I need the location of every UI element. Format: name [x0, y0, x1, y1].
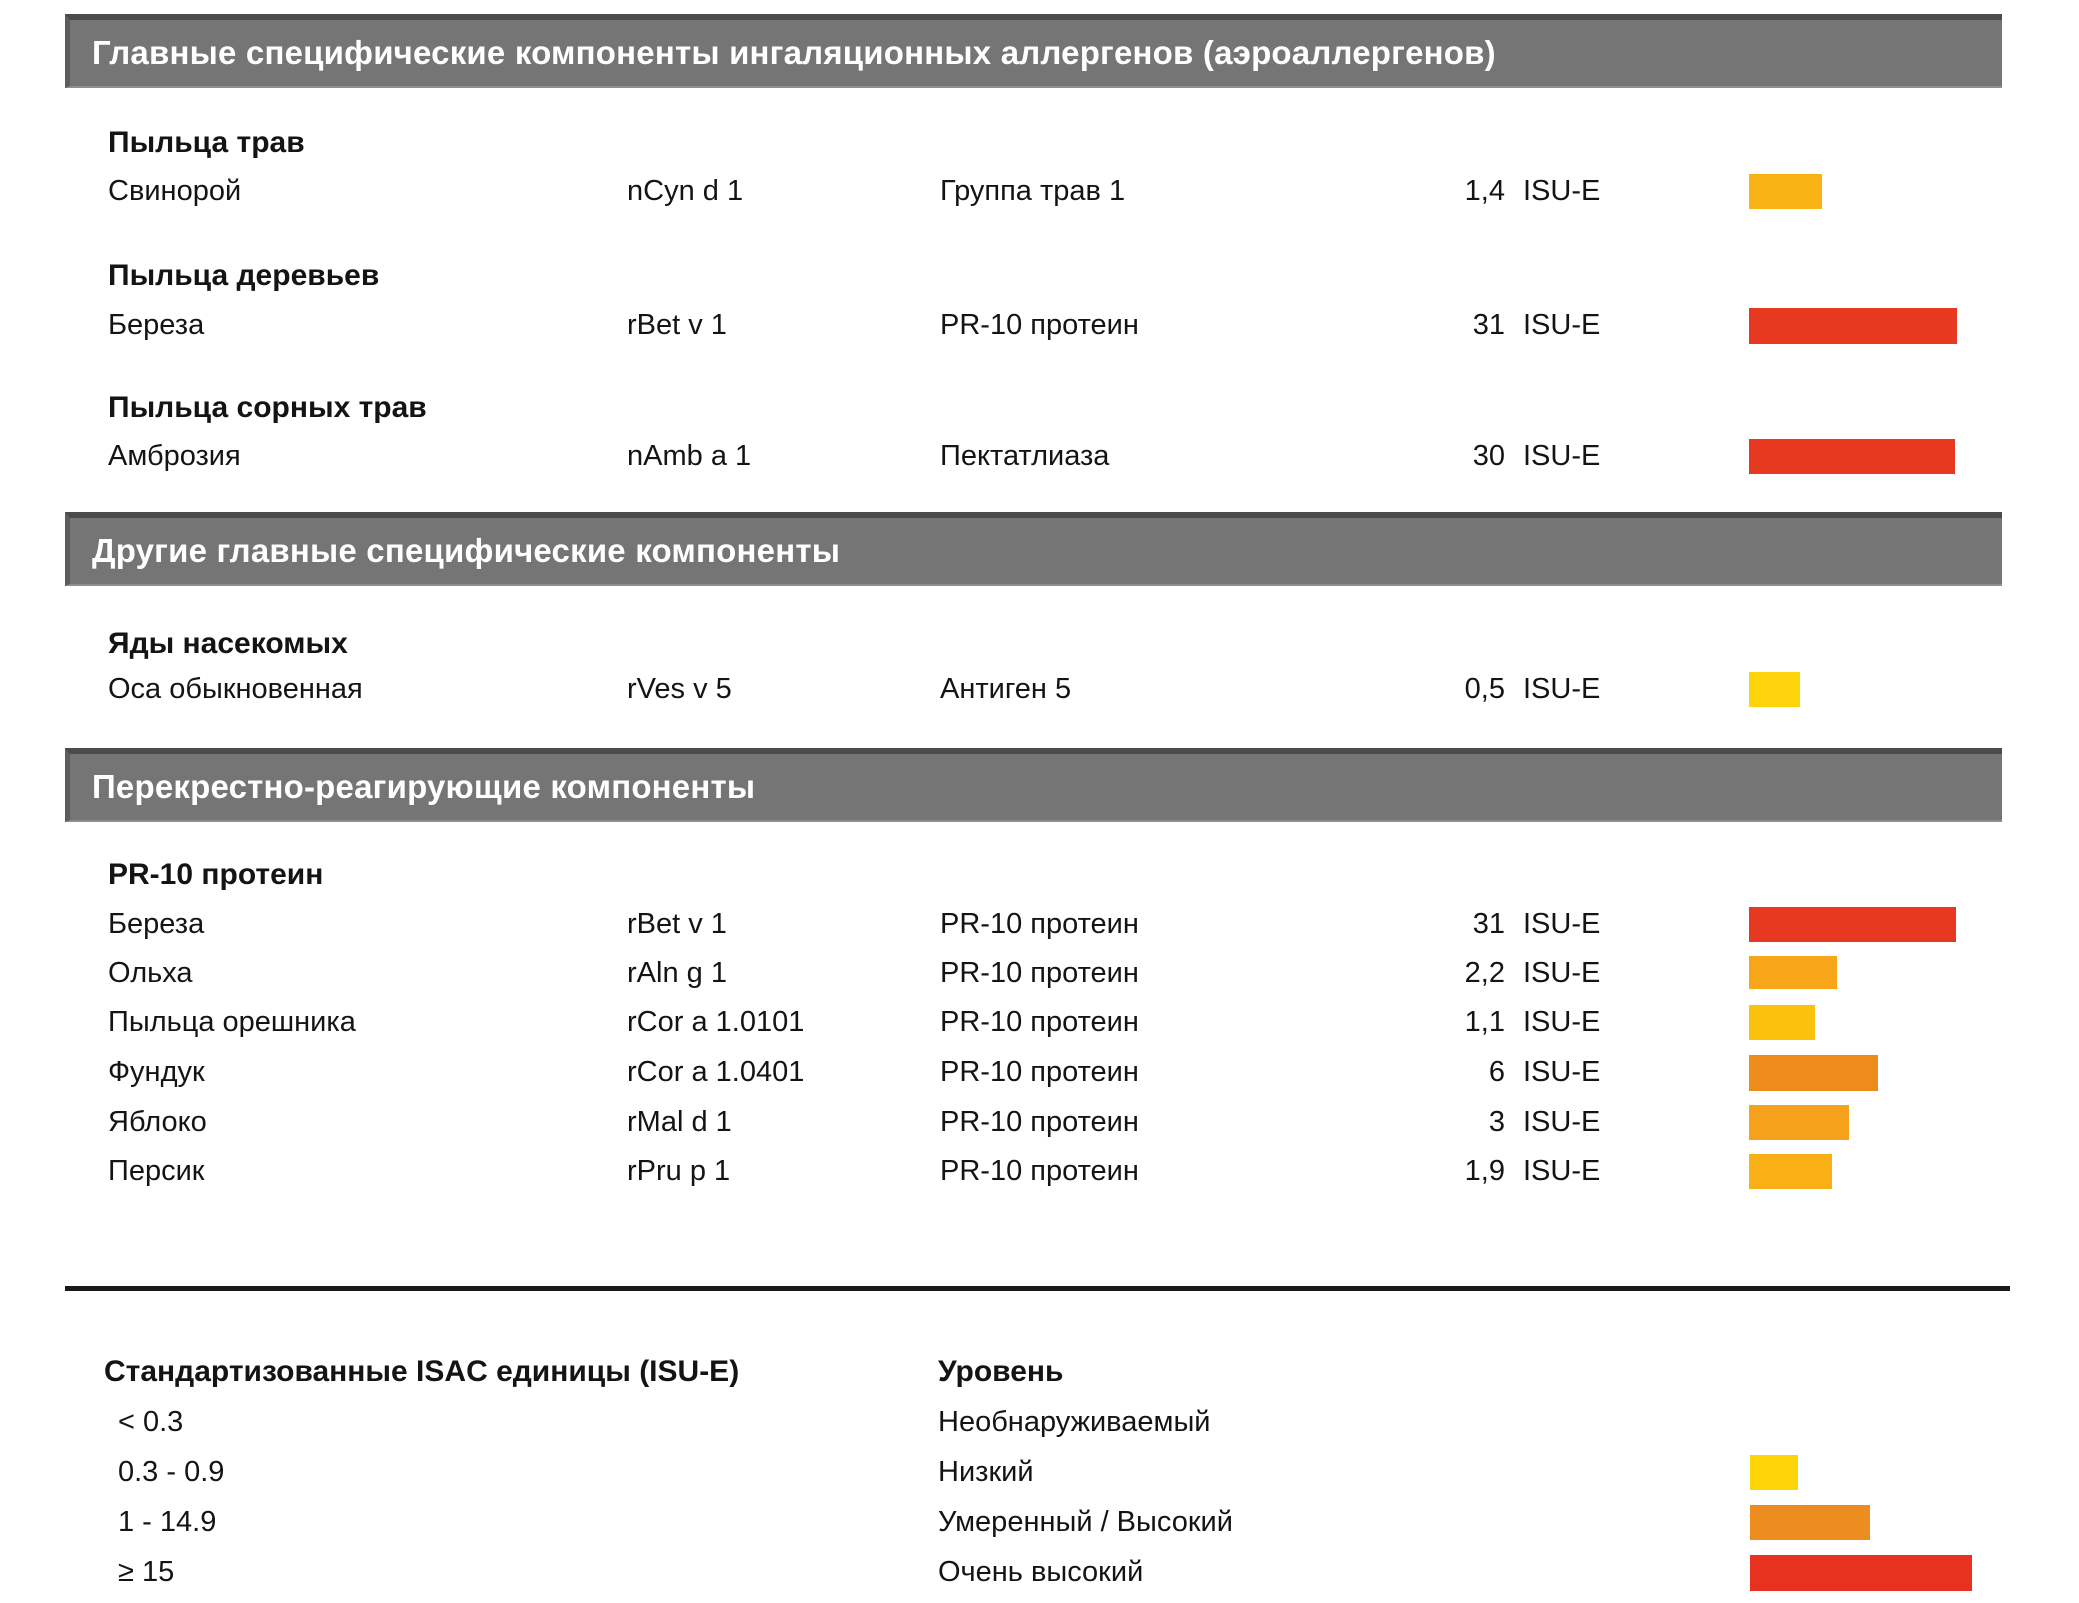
allergen-name: Оса обыкновенная: [108, 673, 363, 705]
legend-level: Умеренный / Высокий: [938, 1506, 1233, 1538]
component-code: nCyn d 1: [627, 175, 744, 207]
isu-value: 1,4: [1464, 175, 1505, 207]
component-group: Антиген 5: [940, 673, 1072, 705]
allergen-row: Ольха rAln g 1 PR-10 протеин 2,2 ISU-E: [0, 953, 2079, 993]
isu-unit: ISU-E: [1523, 673, 1601, 705]
allergen-name: Свинорой: [108, 175, 242, 207]
component-group: PR-10 протеин: [940, 1106, 1139, 1138]
isu-unit: ISU-E: [1523, 175, 1601, 207]
component-group: PR-10 протеин: [940, 908, 1139, 940]
component-group: PR-10 протеин: [940, 1056, 1139, 1088]
result-bar: [1749, 439, 1955, 474]
isu-value: 30: [1472, 440, 1505, 472]
isu-value: 6: [1488, 1056, 1505, 1088]
allergen-row: Пыльца орешника rCor a 1.0101 PR-10 прот…: [0, 1002, 2079, 1042]
component-code: rBet v 1: [627, 908, 727, 940]
allergen-name: Береза: [108, 309, 205, 341]
component-code: rCor a 1.0401: [627, 1056, 805, 1088]
result-bar: [1749, 672, 1800, 707]
legend-row: ≥ 15 Очень высокий: [0, 1552, 2079, 1592]
allergen-name: Фундук: [108, 1056, 205, 1088]
legend-level: Очень высокий: [938, 1556, 1144, 1588]
legend-level: Необнаруживаемый: [938, 1406, 1211, 1438]
allergen-row: Фундук rCor a 1.0401 PR-10 протеин 6 ISU…: [0, 1052, 2079, 1092]
allergen-row: Оса обыкновенная rVes v 5 Антиген 5 0,5 …: [0, 669, 2079, 709]
isu-value: 31: [1472, 309, 1505, 341]
isu-value: 1,1: [1464, 1006, 1505, 1038]
isu-unit: ISU-E: [1523, 1056, 1601, 1088]
allergen-row: Яблоко rMal d 1 PR-10 протеин 3 ISU-E: [0, 1102, 2079, 1142]
allergen-row: Амброзия nAmb a 1 Пектатлиаза 30 ISU-E: [0, 436, 2079, 476]
component-group: PR-10 протеин: [940, 1006, 1139, 1038]
allergen-row: Свинорой nCyn d 1 Группа трав 1 1,4 ISU-…: [0, 171, 2079, 211]
result-bar: [1749, 1055, 1878, 1091]
component-group: PR-10 протеин: [940, 957, 1139, 989]
legend-row: 1 - 14.9 Умеренный / Высокий: [0, 1502, 2079, 1542]
component-code: rCor a 1.0101: [627, 1006, 805, 1038]
component-code: rMal d 1: [627, 1106, 732, 1138]
result-bar: [1749, 956, 1837, 989]
allergen-row: Береза rBet v 1 PR-10 протеин 31 ISU-E: [0, 904, 2079, 944]
component-code: rAln g 1: [627, 957, 727, 989]
allergen-name: Амброзия: [108, 440, 241, 472]
legend-swatch: [1750, 1505, 1870, 1540]
legend-range: 1 - 14.9: [118, 1506, 217, 1538]
component-group: PR-10 протеин: [940, 1155, 1139, 1187]
isu-value: 31: [1472, 908, 1505, 940]
section-header-cross-reactive: Перекрестно-реагирующие компоненты: [65, 748, 2002, 822]
legend-range: < 0.3: [118, 1406, 184, 1438]
group-label-weed-pollen: Пыльца сорных трав: [108, 391, 427, 424]
isu-unit: ISU-E: [1523, 1106, 1601, 1138]
isu-value: 1,9: [1464, 1155, 1505, 1187]
group-label-pr10-protein: PR-10 протеин: [108, 858, 324, 891]
component-group: Группа трав 1: [940, 175, 1126, 207]
section-header-other-main: Другие главные специфические компоненты: [65, 512, 2002, 586]
allergen-name: Яблоко: [108, 1106, 207, 1138]
legend-swatch: [1750, 1455, 1798, 1490]
divider: [65, 1286, 2010, 1291]
component-group: PR-10 протеин: [940, 309, 1139, 341]
isu-value: 0,5: [1464, 673, 1505, 705]
legend-units-title: Стандартизованные ISAC единицы (ISU-E): [104, 1355, 740, 1388]
allergen-row: Персик rPru p 1 PR-10 протеин 1,9 ISU-E: [0, 1151, 2079, 1191]
isu-unit: ISU-E: [1523, 440, 1601, 472]
group-label-grass-pollen: Пыльца трав: [108, 126, 305, 159]
component-code: nAmb a 1: [627, 440, 752, 472]
result-bar: [1749, 308, 1957, 344]
isu-unit: ISU-E: [1523, 1155, 1601, 1187]
group-label-insect-venoms: Яды насекомых: [108, 627, 348, 660]
component-code: rBet v 1: [627, 309, 727, 341]
legend-range: ≥ 15: [118, 1556, 175, 1588]
result-bar: [1749, 174, 1822, 209]
result-bar: [1749, 1154, 1832, 1189]
result-bar: [1749, 1105, 1849, 1140]
legend-level-title: Уровень: [938, 1355, 1064, 1388]
legend-swatch: [1750, 1555, 1972, 1591]
isu-value: 2,2: [1464, 957, 1505, 989]
legend-level: Низкий: [938, 1456, 1034, 1488]
result-bar: [1749, 1005, 1815, 1040]
allergen-name: Персик: [108, 1155, 205, 1187]
component-code: rVes v 5: [627, 673, 732, 705]
legend-row: 0.3 - 0.9 Низкий: [0, 1452, 2079, 1492]
allergen-name: Береза: [108, 908, 205, 940]
isu-unit: ISU-E: [1523, 908, 1601, 940]
allergen-name: Пыльца орешника: [108, 1006, 356, 1038]
component-group: Пектатлиаза: [940, 440, 1110, 472]
isu-unit: ISU-E: [1523, 309, 1601, 341]
allergen-name: Ольха: [108, 957, 193, 989]
isu-unit: ISU-E: [1523, 957, 1601, 989]
section-header-main-inhalant: Главные специфические компоненты ингаляц…: [65, 14, 2002, 88]
component-code: rPru p 1: [627, 1155, 731, 1187]
isu-unit: ISU-E: [1523, 1006, 1601, 1038]
group-label-tree-pollen: Пыльца деревьев: [108, 259, 380, 292]
isu-value: 3: [1488, 1106, 1505, 1138]
result-bar: [1749, 907, 1956, 942]
legend-row: < 0.3 Необнаруживаемый: [0, 1402, 2079, 1442]
allergen-row: Береза rBet v 1 PR-10 протеин 31 ISU-E: [0, 305, 2079, 345]
legend-range: 0.3 - 0.9: [118, 1456, 225, 1488]
